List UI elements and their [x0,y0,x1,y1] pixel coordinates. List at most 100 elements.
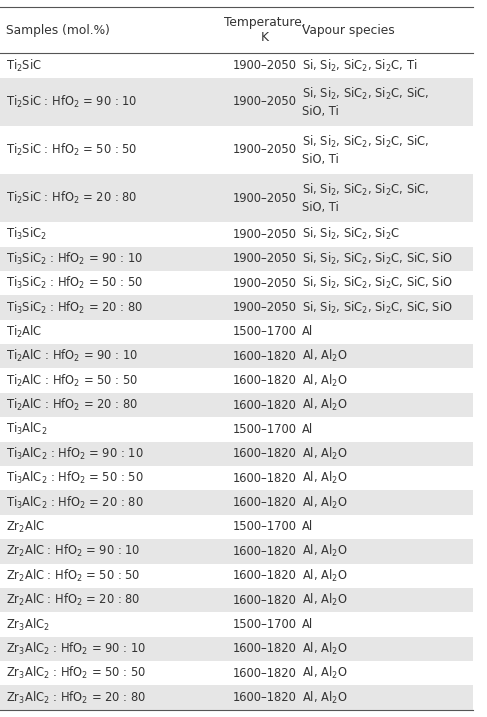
Bar [0,393,473,417]
Text: Ti$_3$SiC$_2$ : HfO$_2$ = 90 : 10: Ti$_3$SiC$_2$ : HfO$_2$ = 90 : 10 [6,251,143,267]
Bar [0,515,473,539]
Text: 1900–2050: 1900–2050 [232,252,296,265]
Text: Si, Si$_2$, SiC$_2$, Si$_2$C, SiC, SiO: Si, Si$_2$, SiC$_2$, Si$_2$C, SiC, SiO [301,251,452,267]
Text: Ti$_2$SiC : HfO$_2$ = 20 : 80: Ti$_2$SiC : HfO$_2$ = 20 : 80 [6,190,137,206]
Text: Al, Al$_2$O: Al, Al$_2$O [301,568,347,584]
Text: Al, Al$_2$O: Al, Al$_2$O [301,348,347,364]
Text: 1500–1700: 1500–1700 [232,326,296,338]
Text: Ti$_2$SiC : HfO$_2$ = 50 : 50: Ti$_2$SiC : HfO$_2$ = 50 : 50 [6,142,137,158]
Text: Zr$_3$AlC$_2$ : HfO$_2$ = 50 : 50: Zr$_3$AlC$_2$ : HfO$_2$ = 50 : 50 [6,665,146,681]
Text: Al, Al$_2$O: Al, Al$_2$O [301,373,347,389]
Bar [0,344,473,369]
Text: Al: Al [301,618,313,631]
Text: Ti$_3$AlC$_2$ : HfO$_2$ = 50 : 50: Ti$_3$AlC$_2$ : HfO$_2$ = 50 : 50 [6,470,143,486]
Text: 1600–1820: 1600–1820 [232,642,296,655]
Text: Si, Si$_2$, SiC$_2$, Si$_2$C, Ti: Si, Si$_2$, SiC$_2$, Si$_2$C, Ti [301,57,417,74]
Text: Ti$_3$SiC$_2$ : HfO$_2$ = 50 : 50: Ti$_3$SiC$_2$ : HfO$_2$ = 50 : 50 [6,275,143,291]
Text: 1900–2050: 1900–2050 [232,95,296,108]
Text: 1600–1820: 1600–1820 [232,350,296,363]
Bar [0,247,473,271]
Text: Si, Si$_2$, SiC$_2$, Si$_2$C, SiC, SiO: Si, Si$_2$, SiC$_2$, Si$_2$C, SiC, SiO [301,275,452,291]
Text: Zr$_2$AlC: Zr$_2$AlC [6,519,44,535]
Text: Ti$_3$SiC$_2$: Ti$_3$SiC$_2$ [6,227,46,242]
Text: Ti$_2$SiC: Ti$_2$SiC [6,57,41,74]
Text: 1900–2050: 1900–2050 [232,143,296,156]
Text: Samples (mol.%): Samples (mol.%) [6,24,110,37]
Bar [0,369,473,393]
Text: 1500–1700: 1500–1700 [232,618,296,631]
Text: Al, Al$_2$O: Al, Al$_2$O [301,592,347,608]
Text: Si, Si$_2$, SiC$_2$, Si$_2$C, SiC,
SiO, Ti: Si, Si$_2$, SiC$_2$, Si$_2$C, SiC, SiO, … [301,182,429,214]
Text: Ti$_3$SiC$_2$ : HfO$_2$ = 20 : 80: Ti$_3$SiC$_2$ : HfO$_2$ = 20 : 80 [6,300,143,315]
Text: 1600–1820: 1600–1820 [232,569,296,582]
Text: Ti$_3$AlC$_2$ : HfO$_2$ = 20 : 80: Ti$_3$AlC$_2$ : HfO$_2$ = 20 : 80 [6,495,143,511]
Bar [0,612,473,637]
Text: Si, Si$_2$, SiC$_2$, Si$_2$C, SiC,
SiO, Ti: Si, Si$_2$, SiC$_2$, Si$_2$C, SiC, SiO, … [301,134,429,166]
Text: 1900–2050: 1900–2050 [232,228,296,241]
Bar [0,442,473,466]
Text: Vapour species: Vapour species [301,24,394,37]
Text: 1600–1820: 1600–1820 [232,374,296,387]
Text: 1500–1700: 1500–1700 [232,423,296,436]
Bar [0,7,473,53]
Text: Ti$_3$AlC$_2$ : HfO$_2$ = 90 : 10: Ti$_3$AlC$_2$ : HfO$_2$ = 90 : 10 [6,446,143,462]
Text: Al, Al$_2$O: Al, Al$_2$O [301,641,347,657]
Text: 1600–1820: 1600–1820 [232,447,296,460]
Text: Zr$_3$AlC$_2$: Zr$_3$AlC$_2$ [6,617,49,632]
Text: 1900–2050: 1900–2050 [232,301,296,314]
Bar [0,320,473,344]
Text: Si, Si$_2$, SiC$_2$, Si$_2$C, SiC, SiO: Si, Si$_2$, SiC$_2$, Si$_2$C, SiC, SiO [301,300,452,315]
Text: 1900–2050: 1900–2050 [232,59,296,72]
Text: Al, Al$_2$O: Al, Al$_2$O [301,495,347,511]
Bar [0,295,473,320]
Text: Ti$_2$AlC : HfO$_2$ = 20 : 80: Ti$_2$AlC : HfO$_2$ = 20 : 80 [6,397,138,413]
Bar [0,588,473,612]
Text: Al: Al [301,521,313,533]
Text: Al, Al$_2$O: Al, Al$_2$O [301,446,347,462]
Bar [0,490,473,515]
Text: Zr$_2$AlC : HfO$_2$ = 50 : 50: Zr$_2$AlC : HfO$_2$ = 50 : 50 [6,568,140,584]
Text: Zr$_2$AlC : HfO$_2$ = 20 : 80: Zr$_2$AlC : HfO$_2$ = 20 : 80 [6,592,140,608]
Bar [0,77,473,126]
Text: Zr$_3$AlC$_2$ : HfO$_2$ = 20 : 80: Zr$_3$AlC$_2$ : HfO$_2$ = 20 : 80 [6,690,146,706]
Bar [0,539,473,564]
Text: 1500–1700: 1500–1700 [232,521,296,533]
Text: 1600–1820: 1600–1820 [232,594,296,607]
Bar [0,564,473,588]
Bar [0,126,473,174]
Bar [0,685,473,710]
Bar [0,271,473,295]
Text: 1600–1820: 1600–1820 [232,399,296,412]
Text: 1600–1820: 1600–1820 [232,667,296,680]
Bar [0,174,473,222]
Text: 1900–2050: 1900–2050 [232,191,296,204]
Text: Si, Si$_2$, SiC$_2$, Si$_2$C: Si, Si$_2$, SiC$_2$, Si$_2$C [301,227,400,242]
Text: Si, Si$_2$, SiC$_2$, Si$_2$C, SiC,
SiO, Ti: Si, Si$_2$, SiC$_2$, Si$_2$C, SiC, SiO, … [301,86,429,118]
Text: Ti$_2$AlC : HfO$_2$ = 50 : 50: Ti$_2$AlC : HfO$_2$ = 50 : 50 [6,373,138,389]
Text: Zr$_3$AlC$_2$ : HfO$_2$ = 90 : 10: Zr$_3$AlC$_2$ : HfO$_2$ = 90 : 10 [6,641,146,657]
Text: Ti$_3$AlC$_2$: Ti$_3$AlC$_2$ [6,422,47,437]
Bar [0,637,473,661]
Text: 1600–1820: 1600–1820 [232,691,296,704]
Text: Al: Al [301,423,313,436]
Bar [0,417,473,442]
Text: Al: Al [301,326,313,338]
Text: Ti$_2$AlC: Ti$_2$AlC [6,324,42,340]
Bar [0,661,473,685]
Bar [0,53,473,77]
Text: Al, Al$_2$O: Al, Al$_2$O [301,690,347,706]
Text: Al, Al$_2$O: Al, Al$_2$O [301,543,347,559]
Text: Temperature,
K: Temperature, K [224,16,305,44]
Text: Ti$_2$SiC : HfO$_2$ = 90 : 10: Ti$_2$SiC : HfO$_2$ = 90 : 10 [6,94,137,110]
Text: 1600–1820: 1600–1820 [232,472,296,485]
Text: 1600–1820: 1600–1820 [232,545,296,558]
Text: 1600–1820: 1600–1820 [232,496,296,509]
Text: Al, Al$_2$O: Al, Al$_2$O [301,397,347,413]
Text: Zr$_2$AlC : HfO$_2$ = 90 : 10: Zr$_2$AlC : HfO$_2$ = 90 : 10 [6,543,140,559]
Text: 1900–2050: 1900–2050 [232,277,296,290]
Bar [0,222,473,247]
Text: Ti$_2$AlC : HfO$_2$ = 90 : 10: Ti$_2$AlC : HfO$_2$ = 90 : 10 [6,348,138,364]
Text: Al, Al$_2$O: Al, Al$_2$O [301,665,347,681]
Text: Al, Al$_2$O: Al, Al$_2$O [301,470,347,486]
Bar [0,466,473,490]
